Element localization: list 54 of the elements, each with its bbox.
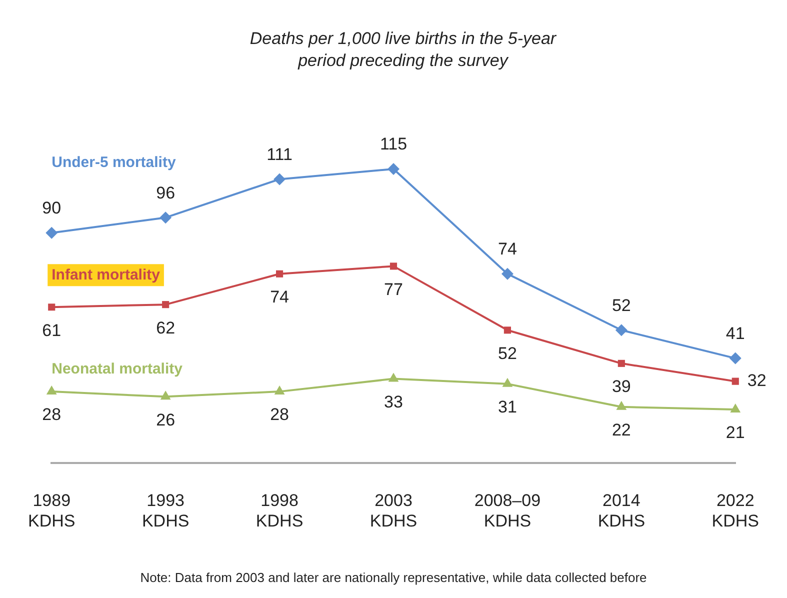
point — [276, 270, 284, 278]
x-tick-label: 2022 KDHS — [712, 491, 759, 530]
point — [618, 360, 625, 367]
data-label: 21 — [726, 423, 745, 442]
data-label: 111 — [266, 144, 292, 164]
data-label: 31 — [498, 398, 517, 417]
series-label: Infant mortality — [52, 266, 161, 284]
x-tick-label: 1993 KDHS — [142, 491, 190, 530]
point — [388, 372, 399, 382]
point — [732, 378, 739, 385]
data-label: 28 — [42, 405, 62, 424]
data-label: 62 — [156, 318, 176, 338]
point — [390, 262, 398, 270]
data-label: 33 — [384, 392, 403, 412]
data-label: 32 — [747, 371, 766, 390]
point — [46, 386, 57, 395]
data-label: 96 — [156, 183, 176, 202]
data-label: 26 — [156, 410, 176, 430]
x-tick-label: 1998 KDHS — [256, 491, 304, 530]
point — [48, 304, 56, 311]
point — [274, 173, 286, 186]
point — [160, 212, 172, 224]
data-label: 74 — [270, 288, 289, 307]
point — [729, 352, 742, 364]
point — [46, 226, 58, 239]
text: Note: Data from 2003 and later are nationally representative, while data collected before — [139, 570, 648, 585]
data-label: 52 — [612, 296, 631, 315]
x-tick-label: 2003 KDHS — [370, 491, 418, 530]
data-label: 41 — [726, 324, 745, 343]
text: Under-5 mortality — [52, 154, 176, 172]
data-label: 61 — [42, 320, 62, 340]
data-label: 52 — [498, 344, 517, 363]
point — [388, 162, 400, 175]
data-label: 22 — [612, 420, 631, 440]
x-tick-label: 1989 KDHS — [28, 491, 76, 530]
data-label: 39 — [612, 377, 631, 396]
point — [730, 403, 741, 412]
data-label: 90 — [42, 198, 62, 218]
point — [162, 301, 170, 308]
data-label: 28 — [270, 405, 289, 424]
point — [160, 390, 171, 400]
data-label: 77 — [384, 280, 403, 299]
series-label: Neonatal mortality — [52, 360, 184, 378]
point — [616, 400, 627, 410]
point — [615, 324, 628, 336]
data-label: 115 — [380, 134, 408, 154]
x-tick-label: 2008–09 KDHS — [474, 491, 541, 530]
point — [274, 386, 285, 395]
data-label: 74 — [498, 240, 517, 259]
point — [504, 326, 511, 334]
point — [502, 378, 513, 387]
chart-title: Deaths per 1,000 live births in the 5-year period preceding the survey — [248, 28, 558, 72]
x-tick-label: 2014 KDHS — [598, 491, 646, 530]
point — [501, 268, 514, 280]
